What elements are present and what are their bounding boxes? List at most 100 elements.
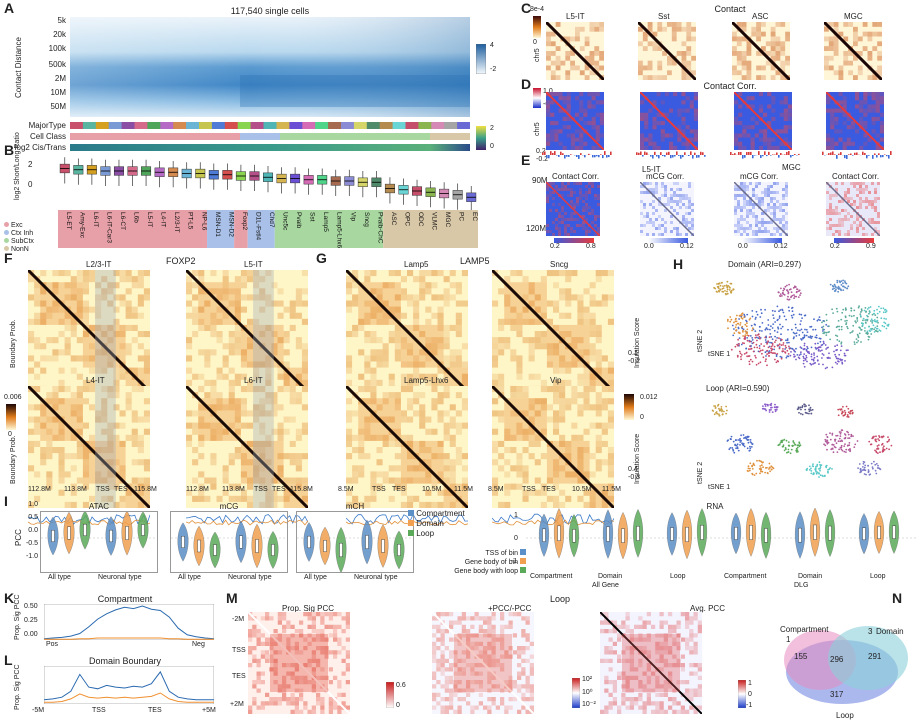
- map-cell: [737, 200, 740, 203]
- map-cell: [311, 616, 316, 621]
- map-cell: [571, 434, 578, 441]
- tsne-point: [808, 410, 811, 413]
- map-cell: [265, 489, 272, 496]
- map-cell: [328, 612, 333, 617]
- tsne-point: [776, 337, 778, 339]
- tsne-point: [867, 471, 870, 474]
- map-cell: [640, 191, 643, 194]
- tsne-point: [809, 362, 812, 365]
- map-cell: [579, 46, 585, 51]
- map-cell: [761, 212, 764, 215]
- map-cell: [431, 453, 438, 460]
- map-cell: [253, 270, 260, 277]
- map-cell: [394, 294, 401, 301]
- tsne-point: [781, 308, 784, 311]
- map-cell: [259, 410, 266, 417]
- track-bar: [750, 151, 752, 155]
- map-cell: [286, 697, 291, 702]
- map-cell: [260, 671, 265, 676]
- map-cell: [131, 459, 138, 466]
- map-cell: [752, 233, 755, 236]
- map-cell: [686, 31, 692, 37]
- map-cell: [346, 489, 353, 496]
- map-cell: [260, 650, 265, 655]
- map-cell: [234, 337, 241, 344]
- tsne-point: [766, 342, 769, 344]
- map-cell: [320, 675, 325, 680]
- violin: [617, 512, 629, 560]
- tsne-point: [761, 470, 764, 473]
- map-cell: [856, 182, 859, 185]
- map-cell: [850, 121, 855, 126]
- violin: [888, 510, 900, 554]
- map-cell: [540, 501, 547, 508]
- tsne-point: [779, 442, 782, 444]
- tsne-point: [851, 409, 854, 412]
- tsne-point: [840, 284, 843, 286]
- map-cell: [307, 624, 312, 629]
- map-cell: [76, 276, 83, 283]
- map-cell: [579, 70, 585, 76]
- map-cell: [738, 92, 743, 97]
- track-bar: [578, 155, 580, 159]
- map-cell: [299, 709, 304, 714]
- map-cell: [364, 501, 371, 508]
- map-cell: [589, 60, 595, 66]
- map-cell: [283, 416, 290, 423]
- map-cell: [607, 379, 614, 386]
- map-cell: [131, 312, 138, 319]
- map-cell: [286, 624, 291, 629]
- tsne-point: [877, 321, 879, 324]
- map-cell: [585, 218, 588, 221]
- map-cell: [107, 386, 114, 393]
- h-axis-y-1: tSNE 2: [697, 329, 704, 352]
- map-cell: [34, 318, 41, 325]
- map-cell: [862, 233, 865, 236]
- map-cell: [425, 459, 432, 466]
- map-cell: [859, 224, 862, 227]
- m-ytick: -2M: [232, 616, 245, 623]
- map-cell: [466, 616, 471, 621]
- map-cell: [599, 22, 604, 27]
- map-cell: [546, 416, 553, 423]
- c-contact-map: [638, 22, 696, 80]
- map-cell: [358, 465, 365, 472]
- map-cell: [558, 188, 561, 191]
- map-cell: [388, 331, 395, 338]
- tsne-point: [739, 438, 741, 440]
- map-cell: [693, 137, 698, 142]
- track-cbar-max: 2: [490, 125, 494, 132]
- map-cell: [240, 459, 247, 466]
- map-cell: [571, 392, 578, 399]
- map-cell: [559, 312, 566, 319]
- map-cell: [773, 182, 776, 185]
- map-cell: [277, 620, 282, 625]
- map-cell: [652, 200, 655, 203]
- class-bg: [274, 210, 384, 248]
- map-cell: [432, 671, 437, 676]
- map-cell: [286, 663, 291, 668]
- map-cell: [841, 200, 844, 203]
- tsne-point: [873, 319, 876, 321]
- map-cell: [256, 637, 261, 642]
- tsne-point: [780, 338, 783, 341]
- tsne-point: [858, 305, 860, 307]
- tsne-point: [842, 308, 845, 311]
- map-cell: [425, 447, 432, 454]
- map-cell: [779, 206, 782, 209]
- category-label: L6-CT: [119, 212, 126, 230]
- tsne-point: [745, 347, 747, 350]
- tsne-point: [743, 437, 745, 439]
- map-cell: [419, 416, 426, 423]
- map-cell: [750, 116, 755, 121]
- tsne-point: [873, 328, 875, 331]
- tsne-point: [798, 357, 801, 360]
- map-cell: [589, 404, 596, 411]
- diagonal: [248, 612, 350, 714]
- map-cell: [770, 41, 776, 47]
- map-cell: [553, 398, 560, 405]
- tsne-point: [730, 289, 733, 292]
- tsne-point: [800, 408, 802, 411]
- map-cell: [95, 471, 102, 478]
- tsne-point: [726, 292, 729, 295]
